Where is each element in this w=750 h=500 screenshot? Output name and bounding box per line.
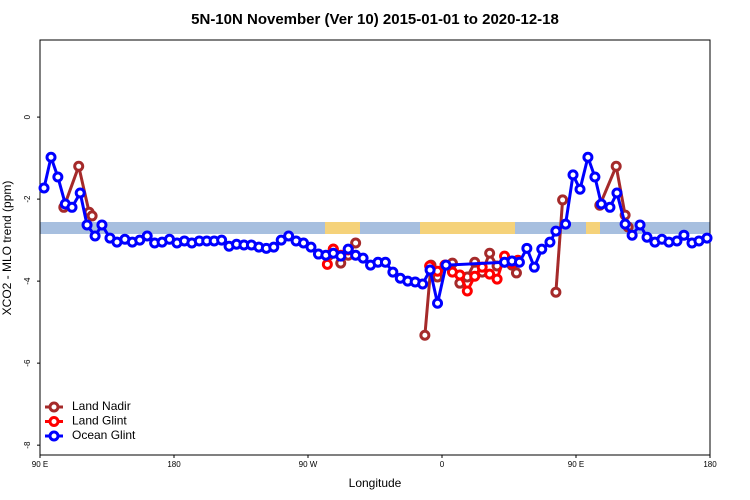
data-point (89, 230, 101, 242)
land-patch (586, 222, 600, 234)
data-point (419, 329, 431, 341)
data-point (491, 273, 503, 285)
data-point (321, 258, 333, 270)
data-point (424, 264, 436, 276)
data-point (611, 187, 623, 199)
data-point (73, 160, 85, 172)
data-point (74, 187, 86, 199)
legend-marker (48, 401, 60, 413)
data-point (641, 231, 653, 243)
data-point (678, 229, 690, 241)
data-point (66, 201, 78, 213)
x-tick-label: 0 (440, 460, 445, 469)
data-point (536, 243, 548, 255)
data-point (38, 182, 50, 194)
data-point (589, 171, 601, 183)
data-point (432, 297, 444, 309)
data-point (528, 261, 540, 273)
data-point (440, 259, 452, 271)
legend-label: Ocean Glint (72, 428, 136, 442)
data-point (96, 219, 108, 231)
data-point (81, 219, 93, 231)
data-point (350, 237, 362, 249)
data-point (357, 252, 369, 264)
data-point (567, 169, 579, 181)
y-tick-label: 0 (23, 114, 32, 119)
y-tick-label: -8 (23, 441, 32, 449)
data-point (521, 242, 533, 254)
x-tick-label: 180 (703, 460, 717, 469)
data-point (387, 266, 399, 278)
data-point (582, 151, 594, 163)
y-tick-label: -6 (23, 359, 32, 367)
data-point (86, 210, 98, 222)
x-tick-label: 90 E (32, 460, 48, 469)
data-point (342, 243, 354, 255)
data-point (619, 218, 631, 230)
chart-title: 5N-10N November (Ver 10) 2015-01-01 to 2… (191, 11, 559, 28)
legend-label: Land Glint (72, 414, 127, 428)
data-point (595, 198, 607, 210)
y-axis-label: XCO2 - MLO trend (ppm) (0, 181, 14, 316)
data-point (461, 285, 473, 297)
data-point (513, 256, 525, 268)
y-tick-label: -2 (23, 195, 32, 203)
data-point (550, 225, 562, 237)
data-point (560, 218, 572, 230)
data-point (417, 278, 429, 290)
data-point (484, 247, 496, 259)
data-point (634, 219, 646, 231)
data-point (626, 229, 638, 241)
data-point (305, 241, 317, 253)
data-point (379, 256, 391, 268)
land-patch (325, 222, 360, 234)
data-point (544, 236, 556, 248)
data-point (671, 235, 683, 247)
x-tick-label: 90 W (299, 460, 318, 469)
series-line (554, 199, 565, 293)
land-patch (420, 222, 515, 234)
data-point (550, 286, 562, 298)
data-point (469, 270, 481, 282)
data-point (52, 171, 64, 183)
legend-marker (48, 416, 60, 427)
data-point (283, 230, 295, 242)
x-tick-label: 90 E (568, 460, 584, 469)
data-point (510, 267, 522, 279)
data-point (484, 268, 496, 280)
data-point (557, 194, 569, 206)
data-point (604, 201, 616, 213)
surface-band (40, 222, 710, 234)
legend-marker (48, 430, 60, 442)
data-point (45, 151, 57, 163)
data-point (574, 183, 586, 195)
legend-label: Land Nadir (72, 399, 131, 413)
plot-frame (39, 39, 711, 456)
data-point (216, 234, 228, 246)
data-point (141, 230, 153, 242)
data-point (268, 241, 280, 253)
data-point (454, 269, 466, 281)
x-axis-label: Longitude (349, 476, 402, 490)
y-tick-label: -4 (23, 277, 32, 285)
data-point (610, 160, 622, 172)
x-tick-label: 180 (167, 460, 181, 469)
data-point (701, 232, 713, 244)
data-point (335, 250, 347, 262)
